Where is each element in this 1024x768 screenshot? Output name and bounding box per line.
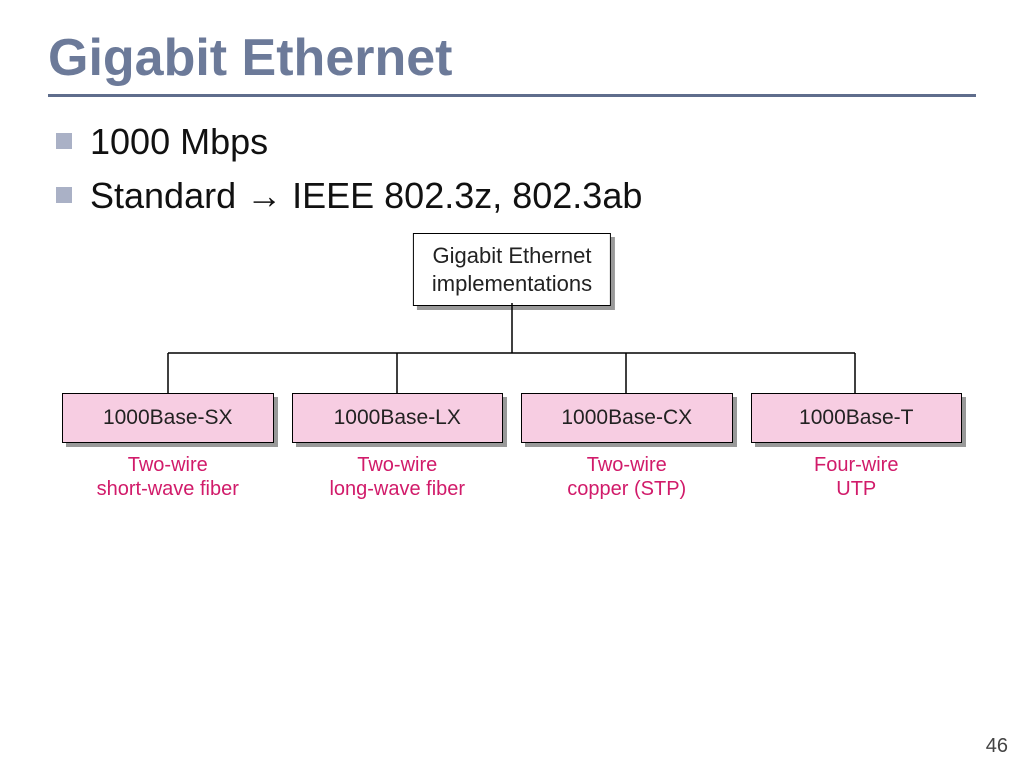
leaf-box: 1000Base-CX <box>521 393 733 443</box>
tree-diagram: Gigabit Ethernet implementations 1000Bas… <box>62 233 962 573</box>
bullet-marker-icon <box>56 187 72 203</box>
tree-root-node: Gigabit Ethernet implementations <box>413 233 611 306</box>
leaf-caption-line2: long-wave fiber <box>292 477 504 501</box>
leaf-box: 1000Base-LX <box>292 393 504 443</box>
leaf-caption-line1: Two-wire <box>292 453 504 477</box>
tree-leaf-row: 1000Base-SX Two-wire short-wave fiber 10… <box>62 393 962 501</box>
slide: Gigabit Ethernet 1000 Mbps Standard → IE… <box>0 0 1024 768</box>
leaf-label: 1000Base-SX <box>103 406 233 429</box>
tree-leaf: 1000Base-LX Two-wire long-wave fiber <box>292 393 504 501</box>
leaf-label: 1000Base-T <box>799 406 913 429</box>
bullet-text: 1000 Mbps <box>90 115 268 169</box>
leaf-caption-line1: Four-wire <box>751 453 963 477</box>
page-number: 46 <box>986 735 1008 758</box>
title-rule <box>48 94 976 97</box>
tree-connectors <box>62 303 962 393</box>
leaf-label: 1000Base-CX <box>561 406 692 429</box>
bullet-list: 1000 Mbps Standard → IEEE 802.3z, 802.3a… <box>56 115 976 223</box>
leaf-box: 1000Base-T <box>751 393 963 443</box>
root-label-line2: implementations <box>432 271 592 296</box>
bullet-item: Standard → IEEE 802.3z, 802.3ab <box>56 169 976 223</box>
bullet-item: 1000 Mbps <box>56 115 976 169</box>
leaf-caption-line1: Two-wire <box>521 453 733 477</box>
leaf-caption: Two-wire long-wave fiber <box>292 453 504 501</box>
tree-leaf: 1000Base-SX Two-wire short-wave fiber <box>62 393 274 501</box>
leaf-caption: Two-wire copper (STP) <box>521 453 733 501</box>
bullet-text: Standard → IEEE 802.3z, 802.3ab <box>90 169 642 223</box>
tree-leaf: 1000Base-T Four-wire UTP <box>751 393 963 501</box>
bullet-marker-icon <box>56 133 72 149</box>
leaf-label: 1000Base-LX <box>334 406 461 429</box>
tree-leaf: 1000Base-CX Two-wire copper (STP) <box>521 393 733 501</box>
leaf-caption: Two-wire short-wave fiber <box>62 453 274 501</box>
slide-title: Gigabit Ethernet <box>48 28 976 88</box>
leaf-box: 1000Base-SX <box>62 393 274 443</box>
leaf-caption-line2: short-wave fiber <box>62 477 274 501</box>
leaf-caption-line1: Two-wire <box>62 453 274 477</box>
leaf-caption: Four-wire UTP <box>751 453 963 501</box>
root-label-line1: Gigabit Ethernet <box>433 243 592 268</box>
leaf-caption-line2: copper (STP) <box>521 477 733 501</box>
leaf-caption-line2: UTP <box>751 477 963 501</box>
